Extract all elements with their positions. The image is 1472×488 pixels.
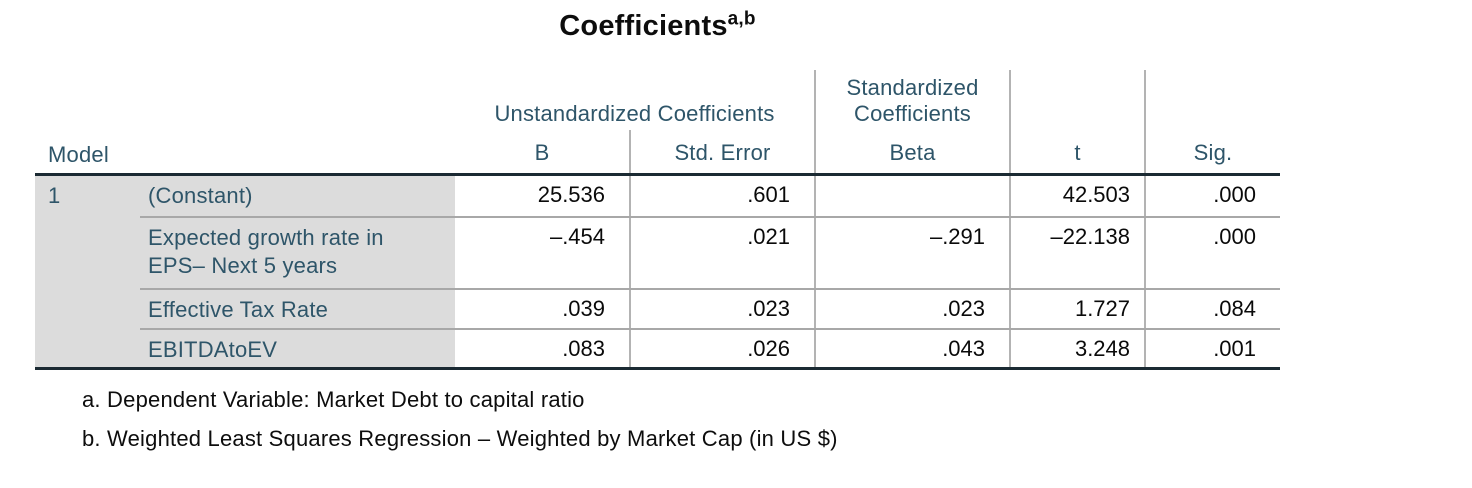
- column-header-t: t: [1010, 130, 1147, 174]
- cell-t: 42.503: [1010, 174, 1147, 218]
- column-header-std-error: Std. Error: [630, 130, 817, 174]
- column-header-model: Model: [48, 141, 109, 167]
- cell-b: 25.536: [455, 174, 632, 218]
- table-title-text: Coefficients: [559, 10, 728, 42]
- table-title-superscript: a,b: [727, 8, 756, 30]
- model-number-cell: 1: [35, 174, 140, 368]
- cell-std-error: .026: [630, 329, 817, 368]
- table-row: 1 (Constant) 25.536 .601 42.503 .000: [35, 174, 1281, 368]
- cell-sig: .001: [1213, 336, 1257, 361]
- cell-b: .083: [455, 329, 632, 368]
- table-row: EBITDAtoEV .083 .026 .043 3.248 .001: [35, 329, 1280, 368]
- cell-beta: [815, 174, 1012, 218]
- column-header-b: B: [455, 130, 632, 174]
- row-label-constant: (Constant): [140, 174, 456, 218]
- column-header-sig: Sig.: [1193, 139, 1233, 165]
- footnote-a: a. Dependent Variable: Market Debt to ca…: [82, 387, 585, 412]
- table-body: 1 (Constant) 25.536 .601 42.503 .000 Exp…: [35, 174, 1281, 368]
- cell-beta: .043: [815, 329, 1012, 368]
- group-header-standardized-coefficients: Standardized Coefficients: [815, 70, 1012, 130]
- cell-std-error: .601: [630, 174, 817, 218]
- group-header-unstandardized-coefficients: Unstandardized Coefficients: [455, 70, 817, 130]
- coefficients-table: Model Unstandardized Coefficients Standa…: [35, 70, 1281, 370]
- cell-sig: .084: [1145, 289, 1281, 330]
- cell-beta: –.291: [815, 217, 1012, 290]
- cell-sig: .000: [1145, 174, 1281, 218]
- cell-b: .039: [455, 289, 632, 330]
- table-row: Expected growth rate in EPS– Next 5 year…: [35, 217, 1281, 290]
- cell-t: 1.727: [1010, 289, 1147, 330]
- group-header-t-spacer: [1010, 70, 1147, 130]
- table-header: Model Unstandardized Coefficients Standa…: [35, 70, 1281, 174]
- cell-b: –.454: [455, 217, 632, 290]
- row-label-effective-tax-rate: Effective Tax Rate: [140, 289, 456, 330]
- cell-t: 3.248: [1010, 329, 1147, 368]
- table-row: Effective Tax Rate .039 .023 .023 1.727 …: [35, 289, 1281, 330]
- footnote-b: b. Weighted Least Squares Regression – W…: [82, 426, 838, 451]
- cell-t: –22.138: [1010, 217, 1147, 290]
- cell-beta: .023: [815, 289, 1012, 330]
- column-header-beta: Beta: [815, 130, 1012, 174]
- cell-std-error: .023: [630, 289, 817, 330]
- cell-sig: .000: [1145, 217, 1281, 290]
- group-header-sig-spacer: [1145, 70, 1280, 130]
- row-label-ebitdatoev: EBITDAtoEV: [140, 329, 456, 368]
- table-title: Coefficientsa,b: [35, 8, 1280, 43]
- cell-std-error: .021: [630, 217, 817, 290]
- row-label-expected-growth-rate: Expected growth rate in EPS– Next 5 year…: [140, 217, 456, 290]
